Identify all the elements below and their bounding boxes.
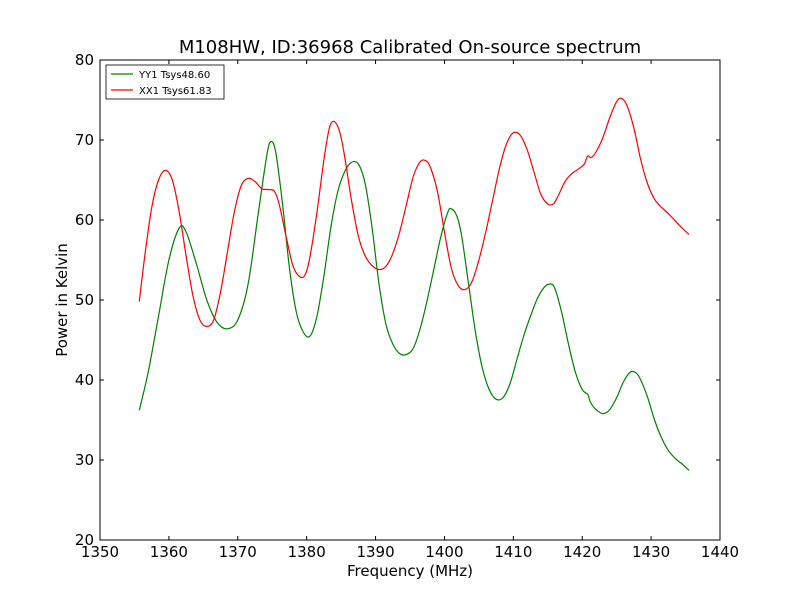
x-tick-label-5: 1400 — [425, 543, 463, 561]
legend: YY1 Tsys48.60 XX1 Tsys61.83 — [105, 64, 225, 100]
y-tick-label-3: 50 — [75, 291, 94, 309]
x-axis-label: Frequency (MHz) — [347, 562, 473, 580]
chart-title: M108HW, ID:36968 Calibrated On-source sp… — [179, 37, 641, 58]
y-tick-label-6: 80 — [75, 51, 94, 69]
x-tick-label-9: 1440 — [701, 543, 739, 561]
x-tick-label-1: 1360 — [150, 543, 188, 561]
plot-area — [100, 60, 720, 540]
x-tick-label-8: 1430 — [632, 543, 670, 561]
legend-label-xx1: XX1 Tsys61.83 — [139, 86, 212, 97]
x-tick-label-6: 1410 — [494, 543, 532, 561]
x-tick-label-4: 1390 — [356, 543, 394, 561]
series-layer — [138, 97, 690, 471]
y-tick-label-4: 60 — [75, 211, 94, 229]
legend-box — [105, 64, 225, 100]
legend-label-yy1: YY1 Tsys48.60 — [138, 70, 210, 81]
y-tick-label-2: 40 — [75, 371, 94, 389]
x-tick-label-7: 1420 — [563, 543, 601, 561]
x-tick-label-2: 1370 — [219, 543, 257, 561]
series-line-xx1 — [138, 97, 690, 328]
x-tick-label-3: 1380 — [288, 543, 326, 561]
y-tick-label-1: 30 — [75, 451, 94, 469]
ticks-layer: 1350 1360 1370 1380 1390 1400 1410 1420 1430 1440… — [75, 51, 739, 561]
x-tick-label-0: 1350 — [81, 543, 119, 561]
y-tick-label-0: 20 — [75, 531, 94, 549]
y-tick-label-5: 70 — [75, 131, 94, 149]
y-axis-label: Power in Kelvin — [53, 243, 71, 357]
series-line-yy1 — [138, 140, 690, 471]
